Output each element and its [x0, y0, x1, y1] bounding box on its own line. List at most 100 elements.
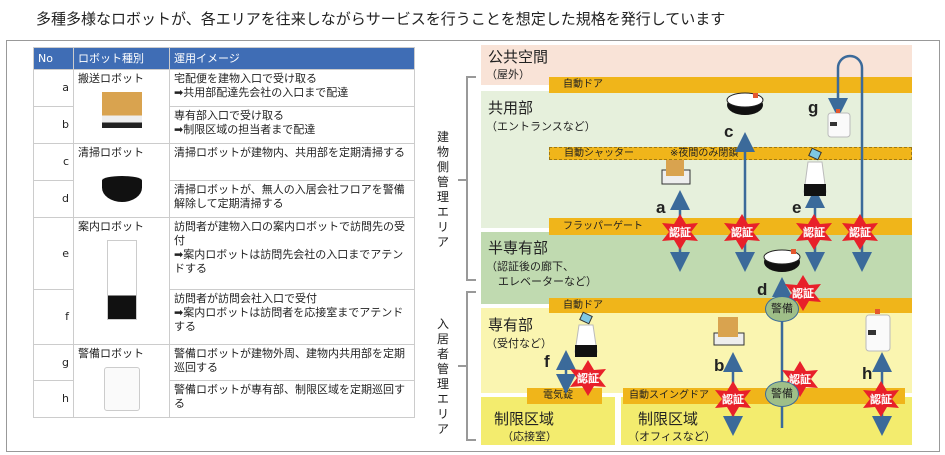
auth-label: 認証 — [577, 372, 599, 385]
desc-line: 訪問者が訪問会社入口で受付 — [174, 292, 317, 305]
auth-star-icon: 認証 — [722, 214, 762, 250]
shutter-label: 自動シャッター — [564, 148, 634, 159]
zone-private-sub: （受付など） — [486, 337, 552, 350]
building-area-label: 建物側管理エリア — [436, 130, 449, 249]
auth-label: 認証 — [722, 393, 744, 406]
security-badge-2: 警備 — [765, 381, 799, 407]
zone-semi-title: 半専有部 — [488, 239, 549, 257]
auto-door-2-bar: 自動ドア — [549, 298, 912, 313]
zone-restricted-1-title: 制限区域 — [494, 410, 555, 428]
label-a: a — [656, 198, 666, 217]
shutter-note: ※夜間のみ閉鎖 — [670, 148, 739, 159]
zone-common-title: 共用部 — [488, 99, 534, 117]
security-badge-1: 警備 — [765, 296, 799, 322]
cell-no: b — [33, 106, 74, 144]
auth-star-icon: 認証 — [780, 361, 820, 397]
cell-desc: 訪問者が建物入口の案内ロボットで訪問先の受付 ➡案内ロボットは訪問先会社の入口まで… — [169, 217, 415, 290]
auth-label: 認証 — [731, 226, 753, 239]
zone-private-title: 専有部 — [488, 316, 534, 334]
zone-restricted-2-sub: （オフィスなど） — [628, 430, 716, 443]
zone-private — [481, 308, 912, 393]
table-row: e 案内ロボット 訪問者が建物入口の案内ロボットで訪問先の受付 ➡案内ロボットは訪問先… — [33, 217, 415, 345]
robot-f-icon — [574, 311, 598, 357]
zone-restricted-2-title: 制限区域 — [638, 410, 699, 428]
auth-star-icon: 認証 — [840, 214, 880, 250]
desc-line: ➡制限区域の担当者まで配達 — [174, 123, 316, 136]
zone-common-sub: （エントランスなど） — [486, 120, 596, 133]
desc-line: 警備ロボットが専有部、制限区域を定期巡回する — [174, 383, 405, 410]
zone-restricted-2 — [621, 397, 912, 445]
zone-semi-sub2: エレベーターなど） — [498, 275, 597, 288]
zone-restricted-1 — [481, 397, 615, 445]
robot-g-icon — [827, 109, 851, 138]
col-type: ロボット種別 — [73, 47, 170, 70]
auth-label: 認証 — [870, 393, 892, 406]
cell-desc: 清掃ロボットが建物内、共用部を定期清掃する — [169, 143, 415, 181]
auth-star-icon: 認証 — [660, 214, 700, 250]
auth-star-icon: 認証 — [861, 381, 901, 417]
tenant-area-label: 入居者管理エリア — [436, 317, 449, 436]
robot-type: 警備ロボット — [78, 347, 144, 360]
desc-line: 警備ロボットが建物外周、建物内共用部を定期巡回する — [174, 347, 405, 374]
robot-d-icon — [763, 249, 801, 272]
cell-type: 搬送ロボット — [73, 69, 170, 144]
table-row: b 専有部入口で受け取る ➡制限区域の担当者まで配達 — [33, 106, 415, 144]
label-g: g — [808, 98, 819, 117]
page-title: 多種多様なロボットが、各エリアを往来しながらサービスを行うことを想定した規格を発… — [36, 10, 726, 28]
desc-line: 宅配便を建物入口で受け取る — [174, 72, 317, 85]
desc-line: ➡案内ロボットは訪問先会社の入口までアテンドする — [174, 248, 404, 275]
robot-h-icon — [865, 309, 891, 352]
robot-e-icon — [803, 147, 827, 196]
zone-public-sub: （屋外） — [486, 68, 530, 81]
robot-b-icon — [713, 317, 745, 346]
table-row: c 清掃ロボット 清掃ロボットが建物内、共用部を定期清掃する — [33, 143, 415, 218]
zone-restricted-1-sub: （応接室） — [502, 430, 557, 443]
frame — [6, 40, 940, 452]
cell-no: f — [33, 289, 74, 345]
robot-c-icon — [726, 92, 764, 115]
auth-label: 認証 — [669, 226, 691, 239]
cell-no: h — [33, 380, 74, 418]
label-h: h — [862, 364, 873, 383]
cell-desc: 訪問者が訪問会社入口で受付 ➡案内ロボットは訪問者を応接室までアテンドする — [169, 289, 415, 345]
auth-label: 認証 — [849, 226, 871, 239]
auto-swing-door-bar: 自動スイングドア — [623, 388, 905, 404]
electric-lock-bar: 電気錠 — [527, 388, 602, 404]
label-f: f — [544, 352, 550, 371]
auth-label: 認証 — [792, 287, 814, 300]
cell-desc: 清掃ロボットが、無人の入居会社フロアを警備解除して定期清掃する — [169, 180, 415, 218]
cell-no: g — [33, 344, 74, 381]
cell-desc: 警備ロボットが建物外周、建物内共用部を定期巡回する — [169, 344, 415, 381]
zone-public-title: 公共空間 — [488, 48, 549, 66]
cell-desc: 警備ロボットが専有部、制限区域を定期巡回する — [169, 380, 415, 418]
robot-table: No ロボット種別 運用イメージ a 搬送ロボット 宅配便を建物入口で受け取る ➡共用… — [33, 47, 415, 418]
auth-label: 認証 — [789, 373, 811, 386]
cell-no: d — [33, 180, 74, 218]
bracket-tenant — [458, 291, 476, 441]
label-e: e — [792, 198, 802, 217]
zone-semi — [481, 232, 912, 304]
robot-a-icon — [661, 160, 691, 185]
desc-line: 清掃ロボットが、無人の入居会社フロアを警備解除して定期清掃する — [174, 183, 405, 210]
robot-type: 案内ロボット — [78, 220, 144, 233]
label-c: c — [724, 122, 734, 141]
auth-label: 認証 — [803, 226, 825, 239]
auth-star-icon: 認証 — [783, 275, 823, 311]
robot-clean-image — [101, 166, 142, 202]
auth-star-icon: 認証 — [794, 214, 834, 250]
shutter-bar: 自動シャッター ※夜間のみ閉鎖 — [549, 147, 912, 160]
robot-guide-image — [106, 240, 137, 320]
label-b: b — [714, 356, 725, 375]
cell-desc: 専有部入口で受け取る ➡制限区域の担当者まで配達 — [169, 106, 415, 144]
robot-type: 搬送ロボット — [78, 72, 144, 85]
cell-type: 警備ロボット — [73, 344, 170, 418]
auth-star-icon: 認証 — [568, 360, 608, 396]
arrow-g — [828, 54, 864, 230]
table-row: f 訪問者が訪問会社入口で受付 ➡案内ロボットは訪問者を応接室までアテンドする — [33, 289, 415, 345]
label-d: d — [757, 280, 768, 299]
robot-guard-image — [103, 367, 140, 411]
desc-line: 清掃ロボットが建物内、共用部を定期清掃する — [174, 146, 405, 159]
robot-box-image — [101, 92, 142, 128]
auth-star-icon: 認証 — [713, 381, 753, 417]
desc-line: 訪問者が建物入口の案内ロボットで訪問先の受付 — [174, 220, 405, 247]
